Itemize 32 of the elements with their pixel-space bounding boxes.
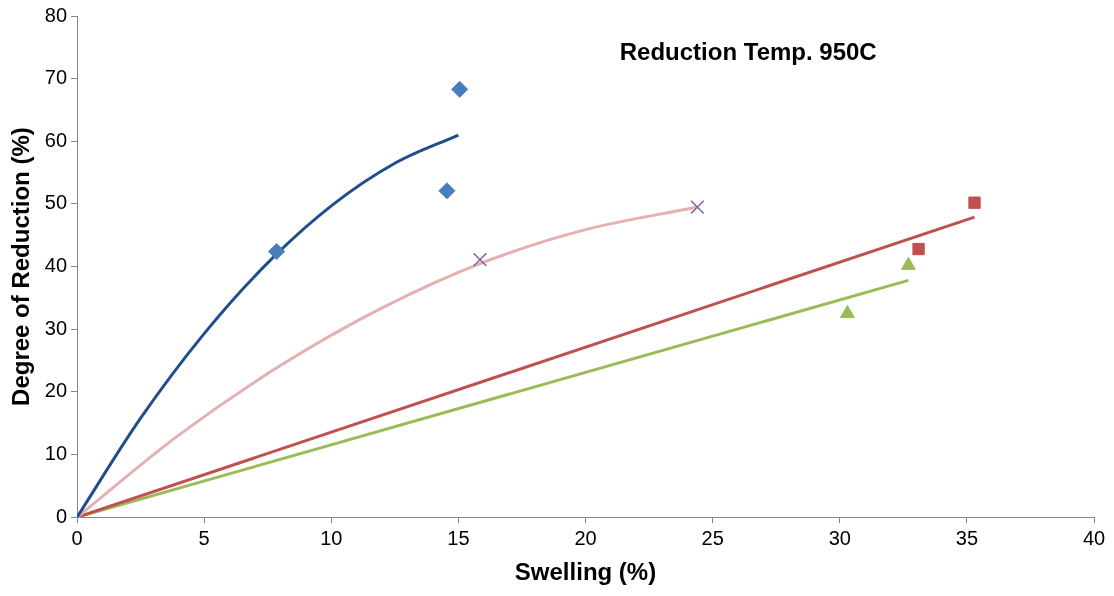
y-tick-label: 70 bbox=[44, 66, 68, 89]
point bbox=[472, 252, 488, 267]
point bbox=[968, 196, 981, 209]
point bbox=[690, 199, 705, 215]
y-tick-label: 0 bbox=[55, 504, 68, 527]
point bbox=[900, 256, 916, 270]
y-tick-label: 60 bbox=[44, 128, 68, 151]
x-tick-label: 5 bbox=[198, 526, 210, 549]
point bbox=[912, 242, 925, 256]
x-tick-label: 35 bbox=[955, 526, 979, 549]
y-tick-label: 80 bbox=[44, 3, 68, 26]
x-tick-label: 25 bbox=[701, 526, 724, 549]
x-tick-label: 20 bbox=[574, 526, 597, 549]
x-tick-label: 40 bbox=[1082, 526, 1106, 549]
x-tick-label: 0 bbox=[71, 526, 83, 549]
point bbox=[839, 305, 855, 319]
y-tick-label: 40 bbox=[44, 254, 68, 277]
point bbox=[438, 182, 456, 200]
x-tick-label: 15 bbox=[447, 526, 470, 549]
x-tick-label: 30 bbox=[828, 526, 851, 549]
x-axis-title: Swelling (%) bbox=[514, 558, 657, 586]
point bbox=[268, 243, 286, 261]
y-tick-label: 10 bbox=[44, 442, 68, 465]
y-tick-label: 30 bbox=[44, 316, 68, 339]
y-tick-label: 50 bbox=[44, 191, 68, 214]
x-tick-label: 10 bbox=[320, 526, 343, 549]
y-axis-title: Degree of Reduction (%) bbox=[7, 127, 35, 406]
line-series bbox=[77, 205, 699, 518]
line-series bbox=[77, 133, 460, 518]
annotation: Reduction Temp. 950C bbox=[619, 37, 877, 65]
point bbox=[451, 80, 469, 98]
y-tick-label: 20 bbox=[44, 379, 68, 402]
